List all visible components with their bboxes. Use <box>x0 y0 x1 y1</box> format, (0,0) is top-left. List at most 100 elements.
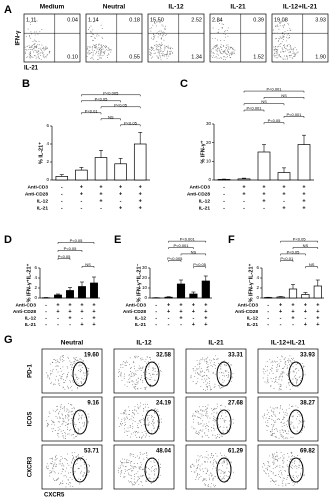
condition-label: Anti-CD3 <box>15 302 36 308</box>
event-dot <box>198 368 200 370</box>
event-dot <box>289 371 291 373</box>
quadrant-value: 1.52 <box>253 54 264 60</box>
event-dot <box>300 380 302 382</box>
event-dot <box>285 483 287 485</box>
event-dot <box>156 420 158 422</box>
plot-frame <box>185 444 247 490</box>
condition-sign: - <box>180 322 182 328</box>
event-dot <box>31 45 32 47</box>
event-dot <box>135 355 137 357</box>
event-dot <box>283 371 284 373</box>
sample-title: IL-12+IL-21 <box>283 4 318 11</box>
quadrant-value: 1.11 <box>26 17 36 23</box>
event-dot <box>281 419 283 421</box>
event-dot <box>275 483 277 485</box>
event-dot <box>61 376 63 377</box>
event-dot <box>227 374 229 376</box>
condition-sign: + <box>80 302 83 308</box>
event-dot <box>138 467 140 469</box>
event-dot <box>122 465 124 467</box>
event-dot <box>282 467 284 469</box>
event-dot <box>135 386 137 387</box>
event-dot <box>69 381 71 383</box>
event-dot <box>202 480 204 482</box>
event-dot <box>273 420 274 422</box>
event-dot <box>196 367 198 369</box>
event-dot <box>199 416 201 418</box>
event-dot <box>212 48 214 50</box>
event-dot <box>153 379 155 381</box>
event-dot <box>64 432 66 434</box>
event-dot <box>133 360 134 362</box>
condition-sign: + <box>56 309 59 315</box>
plot-frame <box>147 13 205 63</box>
event-dot <box>298 423 300 425</box>
event-dot <box>163 39 165 41</box>
event-dot <box>106 55 108 56</box>
event-dot <box>222 471 224 473</box>
event-dot <box>275 376 277 378</box>
event-dot <box>198 411 199 413</box>
event-dot <box>273 460 275 462</box>
event-dot <box>154 468 155 470</box>
event-dot <box>195 432 197 434</box>
event-dot <box>136 431 137 433</box>
event-dot <box>53 422 55 423</box>
event-dot <box>277 46 279 48</box>
event-dot <box>156 409 158 411</box>
event-dot <box>169 54 171 56</box>
event-dot <box>73 413 75 415</box>
event-dot <box>285 437 287 439</box>
event-dot <box>83 472 85 474</box>
event-dot <box>296 363 298 365</box>
event-dot <box>30 37 32 39</box>
event-dot <box>93 50 95 51</box>
event-dot <box>160 369 161 371</box>
event-dot <box>73 407 75 409</box>
event-dot <box>232 471 234 473</box>
event-dot <box>282 422 284 424</box>
quadrant-value: 19.08 <box>274 17 288 23</box>
event-dot <box>222 430 224 432</box>
event-dot <box>271 453 273 455</box>
event-dot <box>201 376 203 378</box>
event-dot <box>209 462 211 464</box>
event-dot <box>104 50 106 52</box>
event-dot <box>281 373 283 375</box>
condition-sign: - <box>292 322 294 328</box>
event-dot <box>205 479 207 481</box>
event-dot <box>136 356 138 358</box>
event-dot <box>67 409 69 411</box>
event-dot <box>154 44 155 46</box>
event-dot <box>54 383 56 385</box>
event-dot <box>135 482 136 484</box>
event-dot <box>34 34 36 36</box>
event-dot <box>49 475 51 477</box>
event-dot <box>136 381 138 383</box>
event-dot <box>131 415 133 417</box>
event-dot <box>290 45 292 46</box>
event-dot <box>276 454 278 456</box>
event-dot <box>156 409 158 411</box>
condition-sign: - <box>45 315 47 321</box>
event-dot <box>217 31 219 33</box>
condition-sign: - <box>100 205 102 211</box>
event-dot <box>83 463 85 465</box>
event-dot <box>215 418 217 420</box>
event-dot <box>55 369 57 371</box>
event-dot <box>49 374 51 376</box>
event-dot <box>299 415 301 417</box>
event-dot <box>126 385 128 387</box>
event-dot <box>37 33 39 35</box>
event-dot <box>147 457 149 459</box>
event-dot <box>284 33 286 35</box>
event-dot <box>75 463 77 465</box>
event-dot <box>58 432 60 434</box>
event-dot <box>95 44 97 45</box>
event-dot <box>122 366 124 368</box>
event-dot <box>159 474 161 476</box>
quadrant-value: 2.52 <box>191 17 202 23</box>
event-dot <box>286 34 288 36</box>
plot-frame <box>209 13 267 63</box>
event-dot <box>154 367 156 369</box>
